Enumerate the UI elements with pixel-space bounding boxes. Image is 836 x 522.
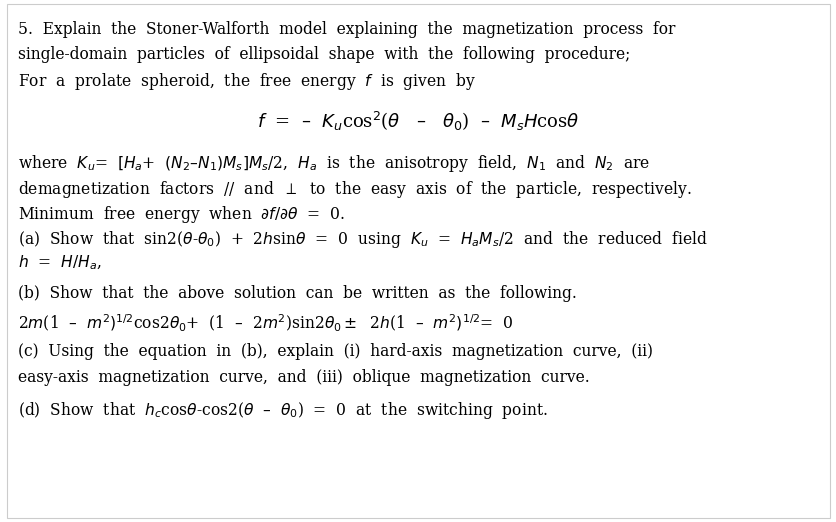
Text: where  $\mathit{K_u}$=  $[H_a$+  $(N_2 – N_1)M_s]M_s$/2,  $H_a$  is  the  anisot: where $\mathit{K_u}$= $[H_a$+ $(N_2 – N_… [18, 153, 650, 174]
Text: demagnetization  factors  //  and  $\perp$  to  the  easy  axis  of  the  partic: demagnetization factors // and $\perp$ t… [18, 179, 691, 199]
Text: $h$  =  $H/H_a$,: $h$ = $H/H_a$, [18, 254, 102, 272]
Text: For  a  prolate  spheroid,  the  free  energy  $\mathit{f}$  is  given  by: For a prolate spheroid, the free energy … [18, 71, 476, 92]
Text: 5.  Explain  the  Stoner-Walforth  model  explaining  the  magnetization  proces: 5. Explain the Stoner-Walforth model exp… [18, 21, 675, 38]
Text: (a)  Show  that  sin2($\theta$-$\theta_0$)  +  2$h$sin$\theta$  =  0  using  $K_: (a) Show that sin2($\theta$-$\theta_0$) … [18, 229, 707, 250]
Text: (c)  Using  the  equation  in  (b),  explain  (i)  hard-axis  magnetization  cur: (c) Using the equation in (b), explain (… [18, 343, 653, 361]
Text: single-domain  particles  of  ellipsoidal  shape  with  the  following  procedur: single-domain particles of ellipsoidal s… [18, 46, 630, 63]
Text: (b)  Show  that  the  above  solution  can  be  written  as  the  following.: (b) Show that the above solution can be … [18, 285, 577, 302]
Text: 2$m$(1  –  $m^2)^{1/2}$cos2$\theta_0$+  (1  –  2$m^2$)sin2$\theta_0\pm$  2$h$(1 : 2$m$(1 – $m^2)^{1/2}$cos2$\theta_0$+ (1 … [18, 313, 513, 334]
Text: (d)  Show  that  $h_c$cos$\theta$-cos2($\theta$  –  $\theta_0$)  =  0  at  the  : (d) Show that $h_c$cos$\theta$-cos2($\th… [18, 400, 548, 421]
Text: Minimum  free  energy  when  $\partial f/\partial\theta$  =  0.: Minimum free energy when $\partial f/\pa… [18, 204, 345, 224]
Text: easy-axis  magnetization  curve,  and  (iii)  oblique  magnetization  curve.: easy-axis magnetization curve, and (iii)… [18, 369, 589, 386]
Text: $\mathit{f}$  =  –  $\mathit{K_u}$cos$^2$($\theta$   –   $\theta_0$)  –  $\mathi: $\mathit{f}$ = – $\mathit{K_u}$cos$^2$($… [257, 110, 579, 133]
